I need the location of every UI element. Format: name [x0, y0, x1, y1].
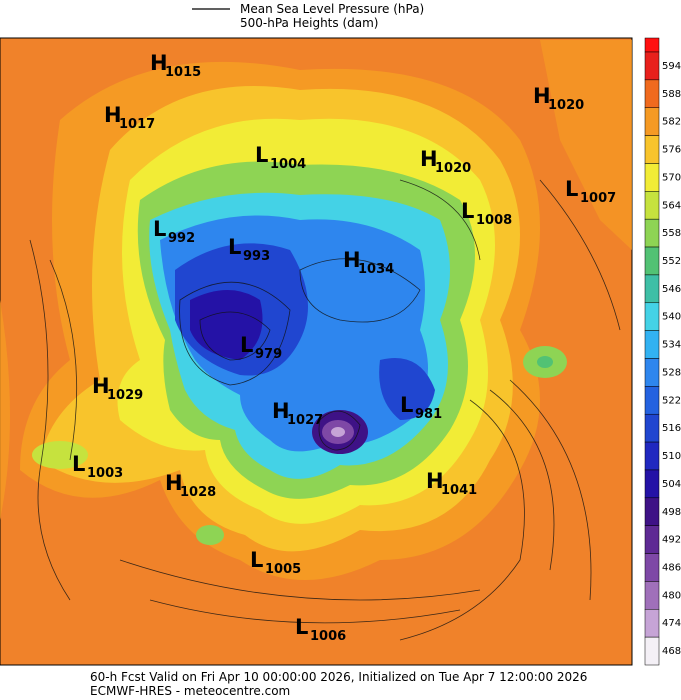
colorbar-label: 570	[662, 172, 681, 183]
colorbar-label: 582	[662, 117, 681, 128]
colorbar-label: 546	[662, 284, 681, 295]
center-type: H	[426, 469, 444, 493]
center-type: H	[92, 374, 110, 398]
center-pressure: 1015	[165, 65, 201, 80]
colorbar-box	[644, 330, 660, 359]
colorbar-label: 558	[662, 228, 681, 239]
center-pressure: 1020	[435, 161, 471, 176]
colorbar-box	[644, 497, 660, 526]
center-type: L	[461, 199, 474, 223]
colorbar-box	[644, 441, 660, 471]
colorbar-box	[644, 218, 660, 248]
colorbar-label: 510	[662, 451, 681, 462]
center-type: L	[565, 177, 578, 201]
center-pressure: 979	[255, 347, 282, 362]
colorbar-label: 564	[662, 200, 681, 211]
center-type: L	[250, 548, 263, 572]
legend-fill-label: 500-hPa Heights (dam)	[240, 16, 378, 30]
footer-line-1: 60-h Fcst Valid on Fri Apr 10 00:00:00 2…	[90, 670, 587, 684]
colorbar-label: 534	[662, 340, 681, 351]
colorbar-box	[644, 246, 660, 276]
center-pressure: 981	[415, 407, 442, 422]
colorbar-box	[644, 274, 660, 304]
center-type: L	[255, 143, 268, 167]
colorbar-box	[644, 107, 660, 136]
center-pressure: 1034	[358, 262, 394, 277]
center-type: H	[272, 399, 290, 423]
center-type: L	[295, 615, 308, 639]
map-field	[0, 37, 633, 666]
colorbar-box	[644, 609, 660, 638]
center-type: L	[400, 393, 413, 417]
colorbar-box	[644, 358, 660, 387]
colorbar-box	[644, 581, 660, 610]
center-pressure: 1041	[441, 483, 477, 498]
colorbar-label: 576	[662, 145, 681, 156]
center-type: L	[72, 452, 85, 476]
center-type: H	[533, 84, 551, 108]
center-pressure: 1006	[310, 629, 346, 644]
center-type: L	[153, 217, 166, 241]
center-type: H	[104, 103, 122, 127]
colorbar-label: 468	[662, 646, 681, 657]
center-pressure: 1020	[548, 98, 584, 113]
center-pressure: 1007	[580, 191, 616, 206]
center-pressure: 1005	[265, 562, 301, 577]
center-type: H	[343, 248, 361, 272]
center-pressure: 1004	[270, 157, 306, 172]
colorbar-box	[644, 413, 660, 443]
center-pressure: 992	[168, 231, 195, 246]
colorbar-box	[644, 135, 660, 164]
center-pressure: 1029	[107, 388, 143, 403]
center-pressure: 1008	[476, 213, 512, 228]
colorbar-box	[644, 525, 660, 554]
colorbar-box	[644, 636, 660, 666]
colorbar-label: 474	[662, 618, 681, 629]
colorbar-label: 516	[662, 423, 681, 434]
colorbar-box	[644, 191, 660, 220]
legend-line-label: Mean Sea Level Pressure (hPa)	[240, 2, 424, 16]
colorbar-box	[644, 163, 660, 192]
colorbar-label: 498	[662, 507, 681, 518]
center-type: H	[165, 471, 183, 495]
colorbar-box	[644, 386, 660, 415]
colorbar-label: 540	[662, 312, 681, 323]
colorbar-label: 492	[662, 535, 681, 546]
center-type: L	[228, 235, 241, 259]
center-type: H	[420, 147, 438, 171]
colorbar-box	[644, 553, 660, 582]
colorbar-label: 528	[662, 367, 681, 378]
center-type: L	[240, 333, 253, 357]
center-pressure: 1027	[287, 413, 323, 428]
footer-line-2: ECMWF-HRES - meteocentre.com	[90, 684, 290, 698]
colorbar-box	[644, 51, 660, 81]
colorbar-box	[644, 302, 660, 331]
colorbar-label: 594	[662, 61, 681, 72]
colorbar-box	[644, 469, 660, 499]
colorbar: 594 588 582 576 570 564 558 552 546 540 534 528 522 5…	[644, 37, 681, 666]
colorbar-label: 480	[662, 590, 681, 601]
center-pressure: 993	[243, 249, 270, 264]
colorbar-label: 486	[662, 562, 681, 573]
center-pressure: 1017	[119, 117, 155, 132]
center-type: H	[150, 51, 168, 75]
colorbar-label: 504	[662, 479, 681, 490]
colorbar-box	[644, 79, 660, 108]
center-pressure: 1028	[180, 485, 216, 500]
center-pressure: 1003	[87, 466, 123, 481]
colorbar-label: 552	[662, 256, 681, 267]
colorbar-label: 588	[662, 89, 681, 100]
colorbar-label: 522	[662, 395, 681, 406]
